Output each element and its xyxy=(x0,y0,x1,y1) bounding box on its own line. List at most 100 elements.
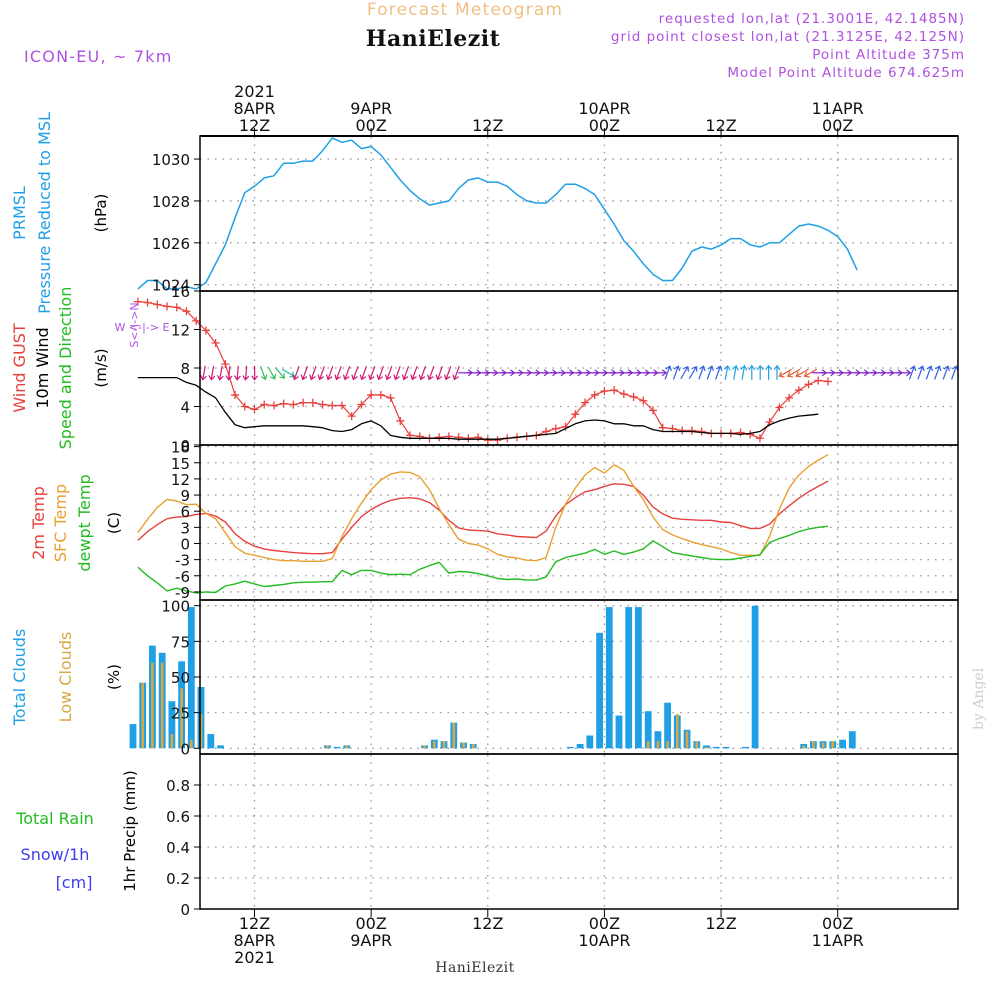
top-axis-label: 00Z xyxy=(589,116,620,135)
wind-direction-arrow xyxy=(300,366,309,381)
wind-gust-marker xyxy=(736,428,745,437)
wind-gust-marker xyxy=(269,401,278,410)
total-cloud-bar xyxy=(596,632,603,749)
top-axis-label: 9APR xyxy=(350,99,392,118)
y-tick-label: 6 xyxy=(180,503,190,521)
y-tick-label: 0 xyxy=(180,740,190,758)
total-cloud-bar xyxy=(703,745,710,749)
y-tick-label: 100 xyxy=(161,598,190,616)
wind-arrow-head xyxy=(803,371,810,378)
wind-direction-arrow xyxy=(242,365,250,381)
footer-location: HaniElezit xyxy=(435,960,515,976)
wind-arrow-head xyxy=(909,365,917,372)
compass-we: W <-|-> E xyxy=(115,321,170,334)
wind-arrow-head xyxy=(452,374,459,381)
wind-arrow-shaft xyxy=(369,366,376,380)
wind-gust-marker xyxy=(464,434,473,443)
wind-direction-arrow xyxy=(896,369,912,377)
y-tick-label: 1030 xyxy=(152,151,190,169)
wind-arrow-shaft xyxy=(664,366,671,380)
low-cloud-bar xyxy=(326,745,329,749)
temp-label-dewpt: dewpt Temp xyxy=(75,474,94,571)
total-cloud-bar xyxy=(333,746,341,749)
wind-direction-arrow xyxy=(334,366,342,381)
wind-direction-arrow xyxy=(778,368,792,378)
wind-gust-marker xyxy=(823,377,832,386)
wind-gust-marker xyxy=(454,433,463,442)
wind-arrow-head xyxy=(934,365,942,372)
wind-arrow-shaft xyxy=(724,365,729,380)
top-axis-label: 2021 xyxy=(234,82,275,101)
y-tick-label: 3 xyxy=(180,519,190,537)
wind-arrow-shaft xyxy=(428,366,435,380)
y-tick-label: 15 xyxy=(171,455,190,473)
low-cloud-bar xyxy=(433,741,436,749)
low-cloud-bar xyxy=(831,741,835,749)
wind-gust-marker xyxy=(551,424,560,433)
wind-arrow-shaft xyxy=(327,366,334,380)
wind-gust-marker xyxy=(493,436,502,445)
low-cloud-bar xyxy=(141,682,144,749)
wind-direction-arrow xyxy=(443,366,452,381)
wind-direction-arrow xyxy=(664,365,672,380)
wind-arrow-head xyxy=(208,374,216,381)
wind-arrow-head xyxy=(351,374,358,381)
wind-direction-arrow xyxy=(274,367,285,379)
wind-arrow-shaft xyxy=(715,366,721,380)
total-cloud-bar xyxy=(615,715,623,749)
wind-gust-marker xyxy=(746,430,755,439)
top-axis-label: 12Z xyxy=(472,116,503,135)
wind-arrow-head xyxy=(393,374,400,381)
wind-gust-marker xyxy=(347,412,356,421)
wind-arrow-shaft xyxy=(680,366,689,380)
low-cloud-bar xyxy=(646,741,650,749)
precip-unit: 1hr Precip (mm) xyxy=(121,770,139,891)
watermark: by Angel xyxy=(971,667,987,730)
total-cloud-bar xyxy=(664,702,671,749)
wind-direction-arrow xyxy=(401,366,410,381)
wind-arrow-shaft xyxy=(741,365,746,380)
wind-arrow-head xyxy=(300,374,308,381)
wind-arrow-head xyxy=(673,365,681,372)
header-location: HaniElezit xyxy=(366,26,501,52)
y-tick-label: 8 xyxy=(180,360,190,378)
pressure-label-prmsl: PRMSL xyxy=(10,186,29,240)
wind-arrow-head xyxy=(435,374,443,381)
wind-arrow-head xyxy=(943,365,951,372)
low-cloud-bar xyxy=(199,714,203,749)
wind-direction-arrow xyxy=(748,364,756,380)
wind-gust-marker xyxy=(444,432,453,441)
y-tick-label: 0 xyxy=(180,901,190,919)
wind-arrow-head xyxy=(715,365,723,372)
wind-direction-arrow xyxy=(706,365,715,380)
temp-sfc-line xyxy=(137,454,829,562)
data-layer xyxy=(129,137,959,749)
bottom-axis-label: 00Z xyxy=(589,914,620,933)
wind-gust-marker xyxy=(250,405,259,414)
panel-labels: PRMSL Pressure Reduced to MSL (hPa) Wind GU… xyxy=(10,112,169,892)
wind-gust-marker xyxy=(211,338,220,347)
wind-gust-marker xyxy=(580,398,589,407)
wind-arrow-shaft xyxy=(733,365,737,380)
y-tick-label: 9 xyxy=(180,487,190,505)
wind-direction-arrow xyxy=(435,366,443,381)
wind-arrow-shaft xyxy=(908,366,915,380)
wind-direction-arrow xyxy=(715,365,723,380)
legend-snow-unit: [cm] xyxy=(56,873,93,892)
wind-arrow-shaft xyxy=(335,366,342,380)
wind-direction-arrow xyxy=(225,365,233,381)
low-cloud-bar xyxy=(812,741,815,749)
wind-arrow-head xyxy=(199,374,207,381)
pressure-label-msl: Pressure Reduced to MSL xyxy=(35,112,54,314)
wind-arrow-shaft xyxy=(202,365,206,380)
wind-gust-marker xyxy=(357,400,366,409)
wind-direction-arrow xyxy=(317,366,325,381)
panel-frame xyxy=(199,444,959,601)
wind-direction-arrow xyxy=(756,364,764,380)
wind-direction-arrow xyxy=(427,366,435,381)
wind-arrow-head xyxy=(401,374,409,381)
panel-frames xyxy=(199,128,959,917)
wind-arrow-head xyxy=(682,365,689,372)
y-tick-label: 4 xyxy=(180,399,190,417)
wind-arrow-head xyxy=(786,371,793,378)
